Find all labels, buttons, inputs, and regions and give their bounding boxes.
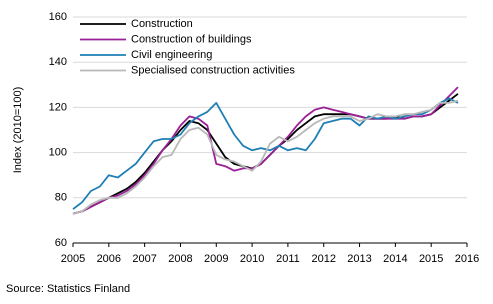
x-tick-label: 2008 bbox=[168, 253, 192, 265]
y-tick-label: 60 bbox=[55, 237, 67, 249]
x-tick-label: 2011 bbox=[276, 253, 300, 265]
x-tick-label: 2009 bbox=[204, 253, 228, 265]
legend-label: Construction of buildings bbox=[131, 33, 252, 45]
x-tick-label: 2005 bbox=[61, 253, 85, 265]
x-tick-label: 2010 bbox=[240, 253, 264, 265]
x-tick-label: 2015 bbox=[419, 253, 443, 265]
legend-label: Construction bbox=[131, 18, 193, 30]
x-tick-label: 2016 bbox=[455, 253, 479, 265]
y-tick-label: 100 bbox=[49, 147, 67, 159]
y-tick-label: 120 bbox=[49, 101, 67, 113]
series-line bbox=[72, 97, 459, 210]
series-line bbox=[72, 86, 459, 215]
series-line bbox=[72, 99, 459, 215]
x-tick-label: 2012 bbox=[311, 253, 335, 265]
x-tick-label: 2013 bbox=[347, 253, 371, 265]
y-tick-label: 160 bbox=[49, 11, 67, 23]
source: Source: Statistics Finland bbox=[6, 283, 130, 295]
legend-label: Civil engineering bbox=[131, 49, 212, 61]
x-tick-label: 2006 bbox=[97, 253, 121, 265]
y-tick-label: 80 bbox=[55, 192, 67, 204]
y-tick-label: 140 bbox=[49, 56, 67, 68]
y-axis-label: Index (2010=100) bbox=[12, 87, 24, 174]
x-tick-label: 2014 bbox=[383, 253, 407, 265]
legend-label: Specialised construction activities bbox=[131, 64, 295, 76]
x-tick-label: 2007 bbox=[132, 253, 156, 265]
